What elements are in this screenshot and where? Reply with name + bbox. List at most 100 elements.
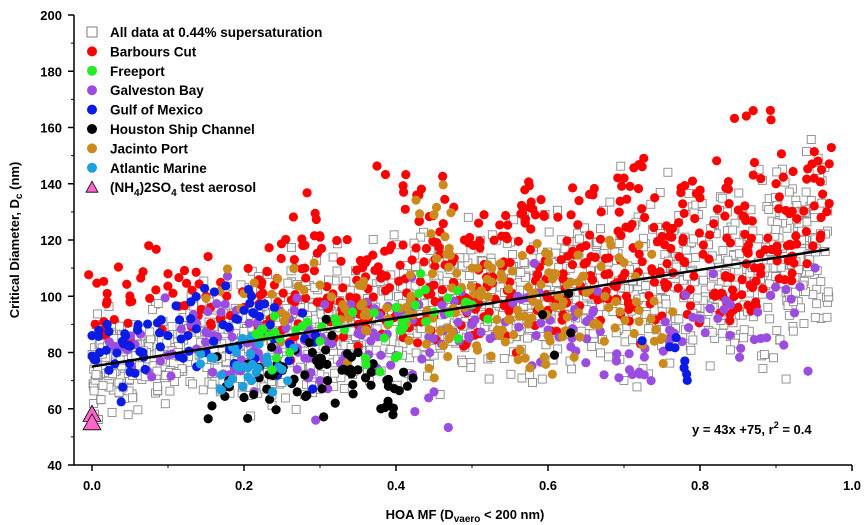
point-jacinto-port	[429, 373, 439, 383]
point-houston-ship-channel	[353, 347, 363, 358]
point-barbours-cut	[639, 153, 649, 163]
point-barbours-cut	[808, 241, 818, 251]
y-tick-label: 180	[40, 64, 62, 79]
point-gulf-of-mexico	[239, 305, 249, 315]
point-gulf-of-mexico	[176, 334, 186, 344]
point-barbours-cut	[342, 234, 352, 245]
all-data-point	[772, 325, 782, 335]
point-barbours-cut	[264, 243, 274, 253]
point-jacinto-port	[466, 281, 476, 291]
point-barbours-cut	[763, 233, 773, 243]
point-barbours-cut	[639, 212, 650, 223]
point-barbours-cut	[650, 193, 660, 203]
all-data-point	[663, 167, 673, 177]
point-houston-ship-channel	[267, 342, 277, 352]
point-barbours-cut	[722, 233, 732, 243]
point-jacinto-port	[634, 305, 644, 315]
point-barbours-cut	[739, 212, 750, 222]
point-gulf-of-mexico	[248, 308, 258, 318]
all-data-point	[368, 234, 378, 244]
y-tick-label: 100	[40, 289, 62, 304]
point-jacinto-port	[315, 280, 325, 290]
point-galveston-bay	[766, 290, 776, 301]
point-barbours-cut	[338, 332, 348, 342]
all-data-point	[145, 327, 155, 337]
point-galveston-bay	[592, 286, 603, 296]
all-data-point	[822, 312, 832, 322]
point-barbours-cut	[465, 232, 475, 243]
point-barbours-cut	[574, 196, 584, 206]
point-houston-ship-channel	[368, 359, 378, 369]
point-barbours-cut	[513, 236, 524, 246]
point-barbours-cut	[787, 206, 797, 216]
point-jacinto-port	[503, 284, 514, 294]
point-barbours-cut	[803, 164, 813, 174]
point-barbours-cut	[92, 278, 102, 288]
point-gulf-of-mexico	[163, 331, 173, 341]
all-data-point	[188, 379, 198, 389]
point-barbours-cut	[203, 251, 213, 262]
point-barbours-cut	[168, 288, 178, 298]
point-barbours-cut	[737, 290, 747, 300]
point-barbours-cut	[501, 231, 511, 241]
point-barbours-cut	[758, 284, 768, 294]
point-barbours-cut	[536, 195, 546, 205]
all-data-point	[517, 373, 527, 383]
point-barbours-cut	[386, 240, 397, 251]
point-galveston-bay	[684, 322, 694, 333]
point-freeport	[369, 308, 379, 318]
point-barbours-cut	[438, 218, 448, 229]
point-gulf-of-mexico	[118, 382, 128, 392]
point-barbours-cut	[720, 211, 730, 221]
point-gulf-of-mexico	[104, 326, 114, 337]
point-barbours-cut	[298, 240, 308, 251]
point-barbours-cut	[766, 244, 776, 255]
point-barbours-cut	[740, 201, 750, 211]
legend-label: Jacinto Port	[110, 141, 189, 156]
legend-label: Barbours Cut	[110, 44, 197, 59]
point-jacinto-port	[525, 363, 535, 373]
point-jacinto-port	[446, 208, 456, 218]
point-galveston-bay	[292, 364, 302, 375]
point-barbours-cut	[619, 173, 629, 183]
point-gulf-of-mexico	[140, 364, 150, 374]
point-galveston-bay	[721, 295, 731, 305]
all-data-point	[466, 363, 476, 372]
point-freeport	[393, 351, 403, 361]
all-data-point	[217, 339, 227, 349]
point-houston-ship-channel	[339, 364, 349, 374]
all-data-point	[802, 217, 812, 227]
point-galveston-bay	[470, 315, 480, 325]
point-freeport	[453, 286, 463, 296]
point-jacinto-port	[581, 287, 591, 298]
point-barbours-cut	[679, 256, 689, 266]
point-jacinto-port	[442, 249, 452, 259]
point-jacinto-port	[610, 323, 620, 333]
point-barbours-cut	[151, 244, 161, 254]
point-galveston-bay	[207, 367, 218, 377]
point-freeport	[395, 325, 405, 335]
point-jacinto-port	[541, 359, 551, 370]
point-barbours-cut	[826, 142, 836, 153]
point-houston-ship-channel	[292, 387, 302, 397]
point-gulf-of-mexico	[209, 287, 219, 297]
point-barbours-cut	[792, 214, 802, 224]
all-data-point	[93, 309, 102, 319]
point-houston-ship-channel	[549, 350, 560, 360]
all-data-point	[339, 384, 349, 393]
legend-marker-freeport	[87, 65, 97, 76]
point-atlantic-marine	[206, 353, 216, 363]
legend-marker-test-aerosol	[85, 180, 99, 193]
point-barbours-cut	[505, 277, 515, 287]
point-jacinto-port	[544, 257, 554, 267]
point-freeport	[420, 285, 430, 295]
point-gulf-of-mexico	[171, 301, 181, 311]
point-jacinto-port	[500, 337, 510, 347]
all-data-point	[812, 299, 822, 309]
point-freeport	[361, 353, 371, 363]
y-tick-label: 200	[40, 8, 62, 23]
point-galveston-bay	[443, 422, 453, 433]
point-houston-ship-channel	[203, 414, 213, 424]
point-galveston-bay	[315, 376, 325, 386]
point-galveston-bay	[485, 333, 495, 344]
